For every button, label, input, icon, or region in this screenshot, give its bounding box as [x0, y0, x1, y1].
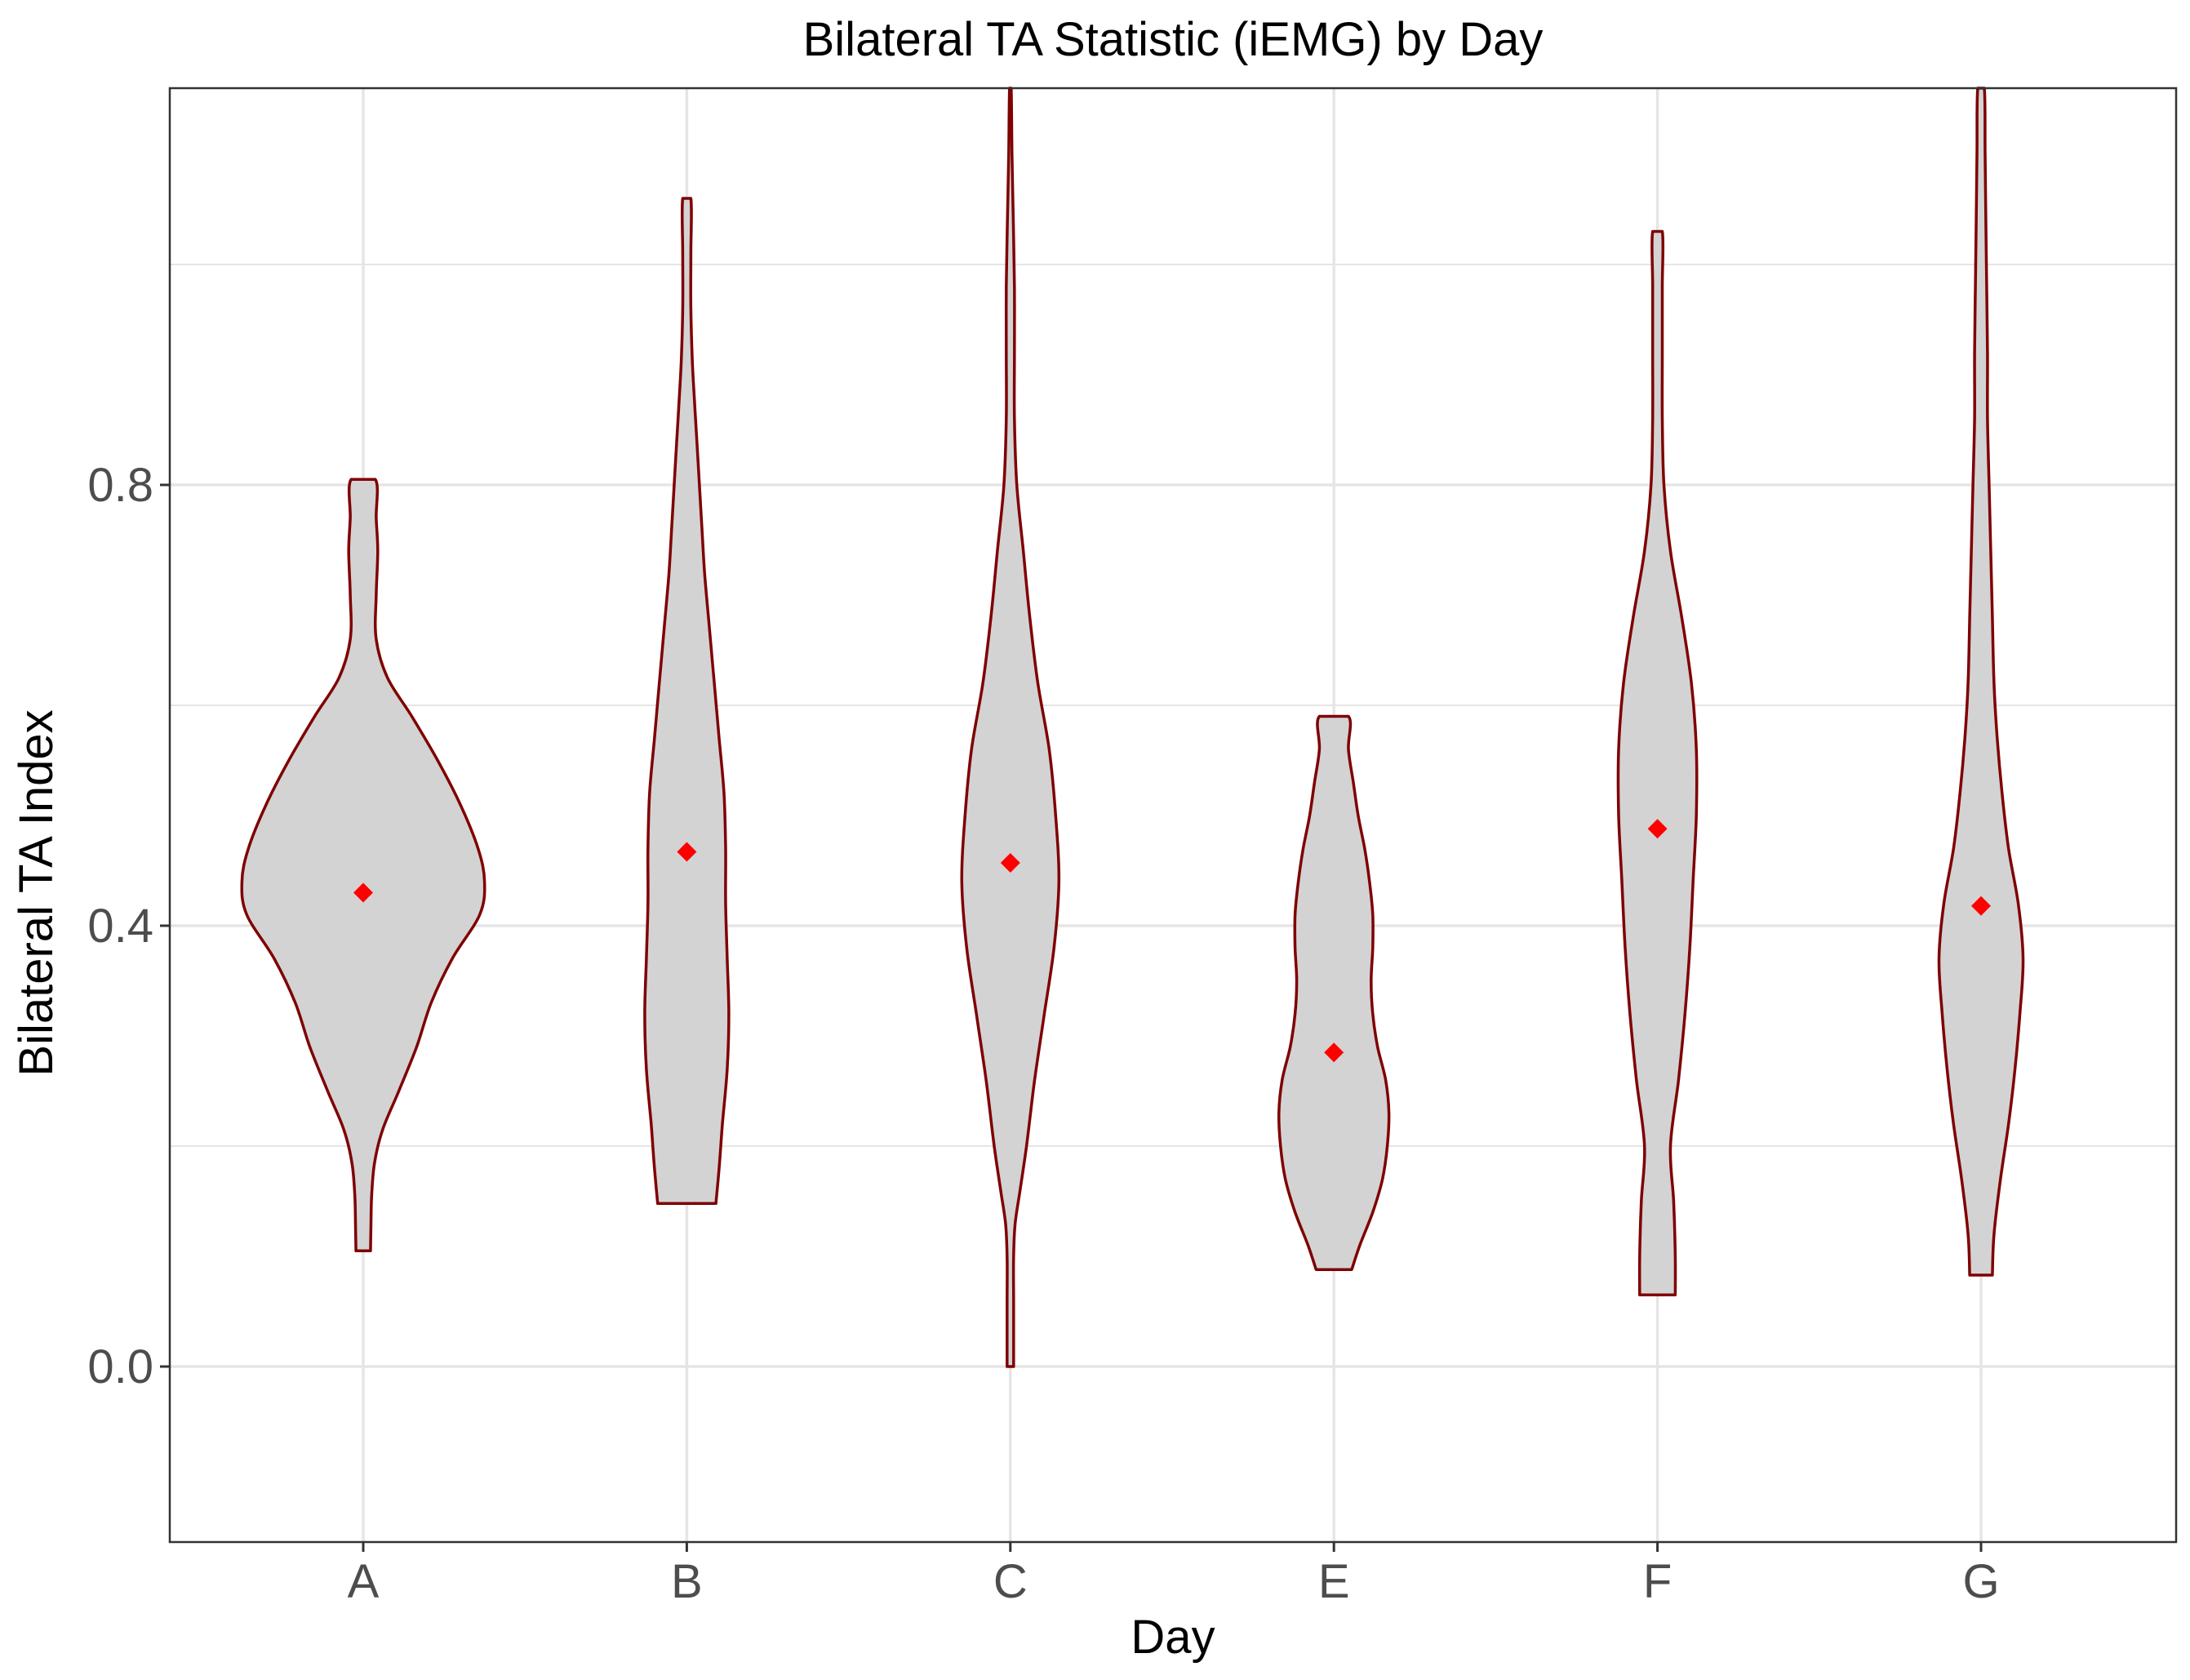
chart-title: Bilateral TA Statistic (iEMG) by Day — [803, 13, 1544, 66]
x-tick-label-B: B — [671, 1555, 703, 1608]
x-tick-label-F: F — [1643, 1555, 1672, 1608]
mean-marker-C — [1000, 853, 1020, 873]
mean-markers — [353, 819, 1991, 1063]
violin-C — [960, 87, 1061, 1368]
x-axis-title: Day — [1131, 1611, 1215, 1664]
violin-F — [1616, 229, 1699, 1297]
violins — [240, 87, 2025, 1368]
panel-border — [168, 87, 2178, 1544]
x-tick-label-A: A — [348, 1555, 380, 1608]
major-grid — [170, 88, 2176, 1542]
y-axis: 0.0 0.4 0.8 — [87, 459, 170, 1393]
y-tick-label: 0.0 — [87, 1340, 153, 1393]
mean-marker-E — [1324, 1042, 1344, 1063]
mean-marker-A — [353, 882, 373, 903]
mean-marker-F — [1647, 819, 1668, 839]
violin-E — [1277, 714, 1391, 1271]
x-tick-label-C: C — [993, 1555, 1028, 1608]
x-tick-label-G: G — [1962, 1555, 1999, 1608]
y-axis-title: Bilateral TA Index — [10, 709, 63, 1076]
minor-grid — [170, 264, 2176, 1147]
mean-marker-G — [1971, 896, 1991, 916]
y-tick-label: 0.4 — [87, 900, 153, 953]
violin-A — [240, 478, 486, 1253]
x-tick-label-E: E — [1318, 1555, 1350, 1608]
violin-B — [643, 197, 731, 1205]
mean-marker-B — [677, 842, 697, 862]
y-tick-label: 0.8 — [87, 459, 153, 512]
violin-G — [1937, 87, 2025, 1277]
